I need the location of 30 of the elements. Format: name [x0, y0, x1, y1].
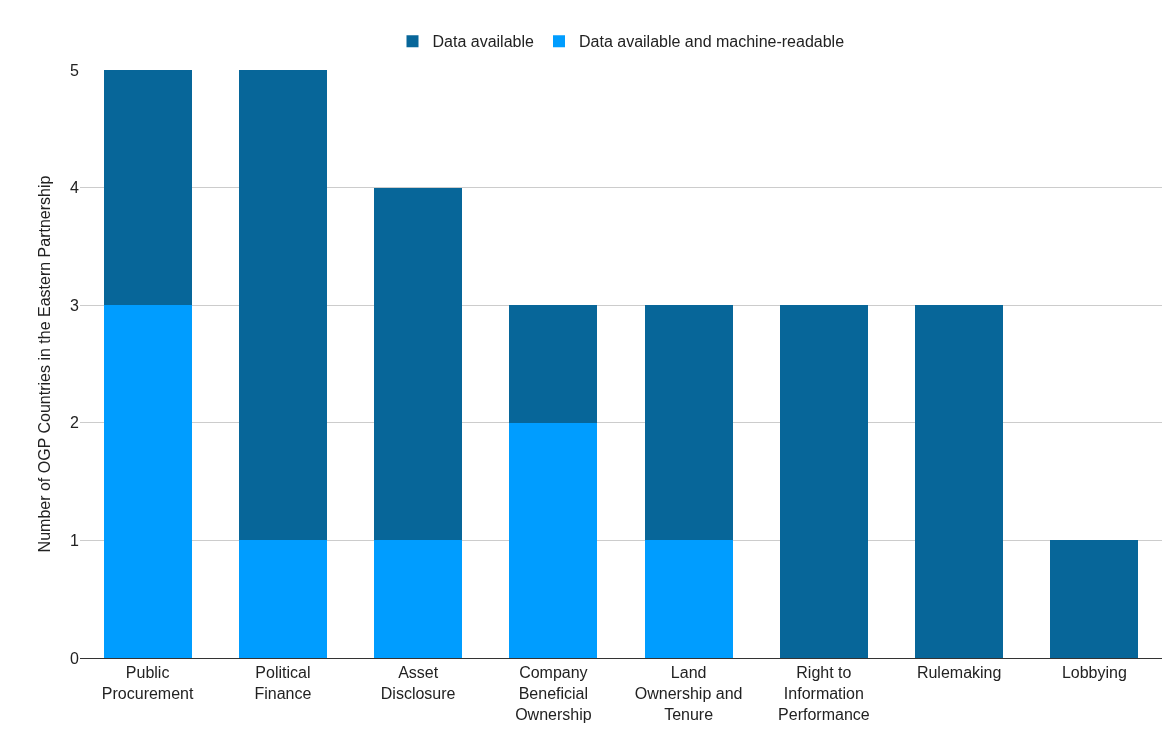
x-tick-label: Company Beneficial Ownership: [515, 664, 592, 723]
x-tick-label: Public Procurement: [101, 664, 194, 702]
bar: [103, 70, 192, 306]
bar: [103, 305, 192, 658]
bar: [238, 70, 327, 541]
y-axis-title: Number of OGP Countries in the Eastern Partnership: [35, 175, 53, 553]
bar: [644, 540, 733, 658]
bar: [915, 305, 1004, 658]
x-tick-label: Asset Disclosure: [380, 664, 456, 702]
bar: [509, 422, 598, 658]
y-tick-label: 3: [70, 296, 80, 314]
bar: [644, 305, 733, 541]
x-tick-label: Land Ownership and Tenure: [634, 664, 743, 723]
bar: [1050, 540, 1139, 658]
y-tick-label: 1: [70, 532, 80, 549]
y-tick-label: 0: [70, 649, 80, 667]
y-tick-label: 2: [70, 414, 80, 432]
bar: [238, 540, 327, 658]
x-tick-label: Right to Information Performance: [778, 664, 870, 723]
legend-label: Data available: [432, 33, 534, 51]
bar: [374, 187, 463, 541]
y-tick-label: 4: [70, 179, 80, 197]
y-tick-label: 5: [70, 61, 80, 79]
bar: [509, 305, 598, 423]
bar: [779, 305, 868, 658]
x-tick-label: Lobbying: [1061, 664, 1127, 682]
x-tick-label: Political Finance: [254, 664, 312, 702]
x-tick-label: Rulemaking: [916, 664, 1002, 682]
bar: [374, 540, 463, 658]
legend-label: Data available and machine-readable: [579, 33, 845, 51]
